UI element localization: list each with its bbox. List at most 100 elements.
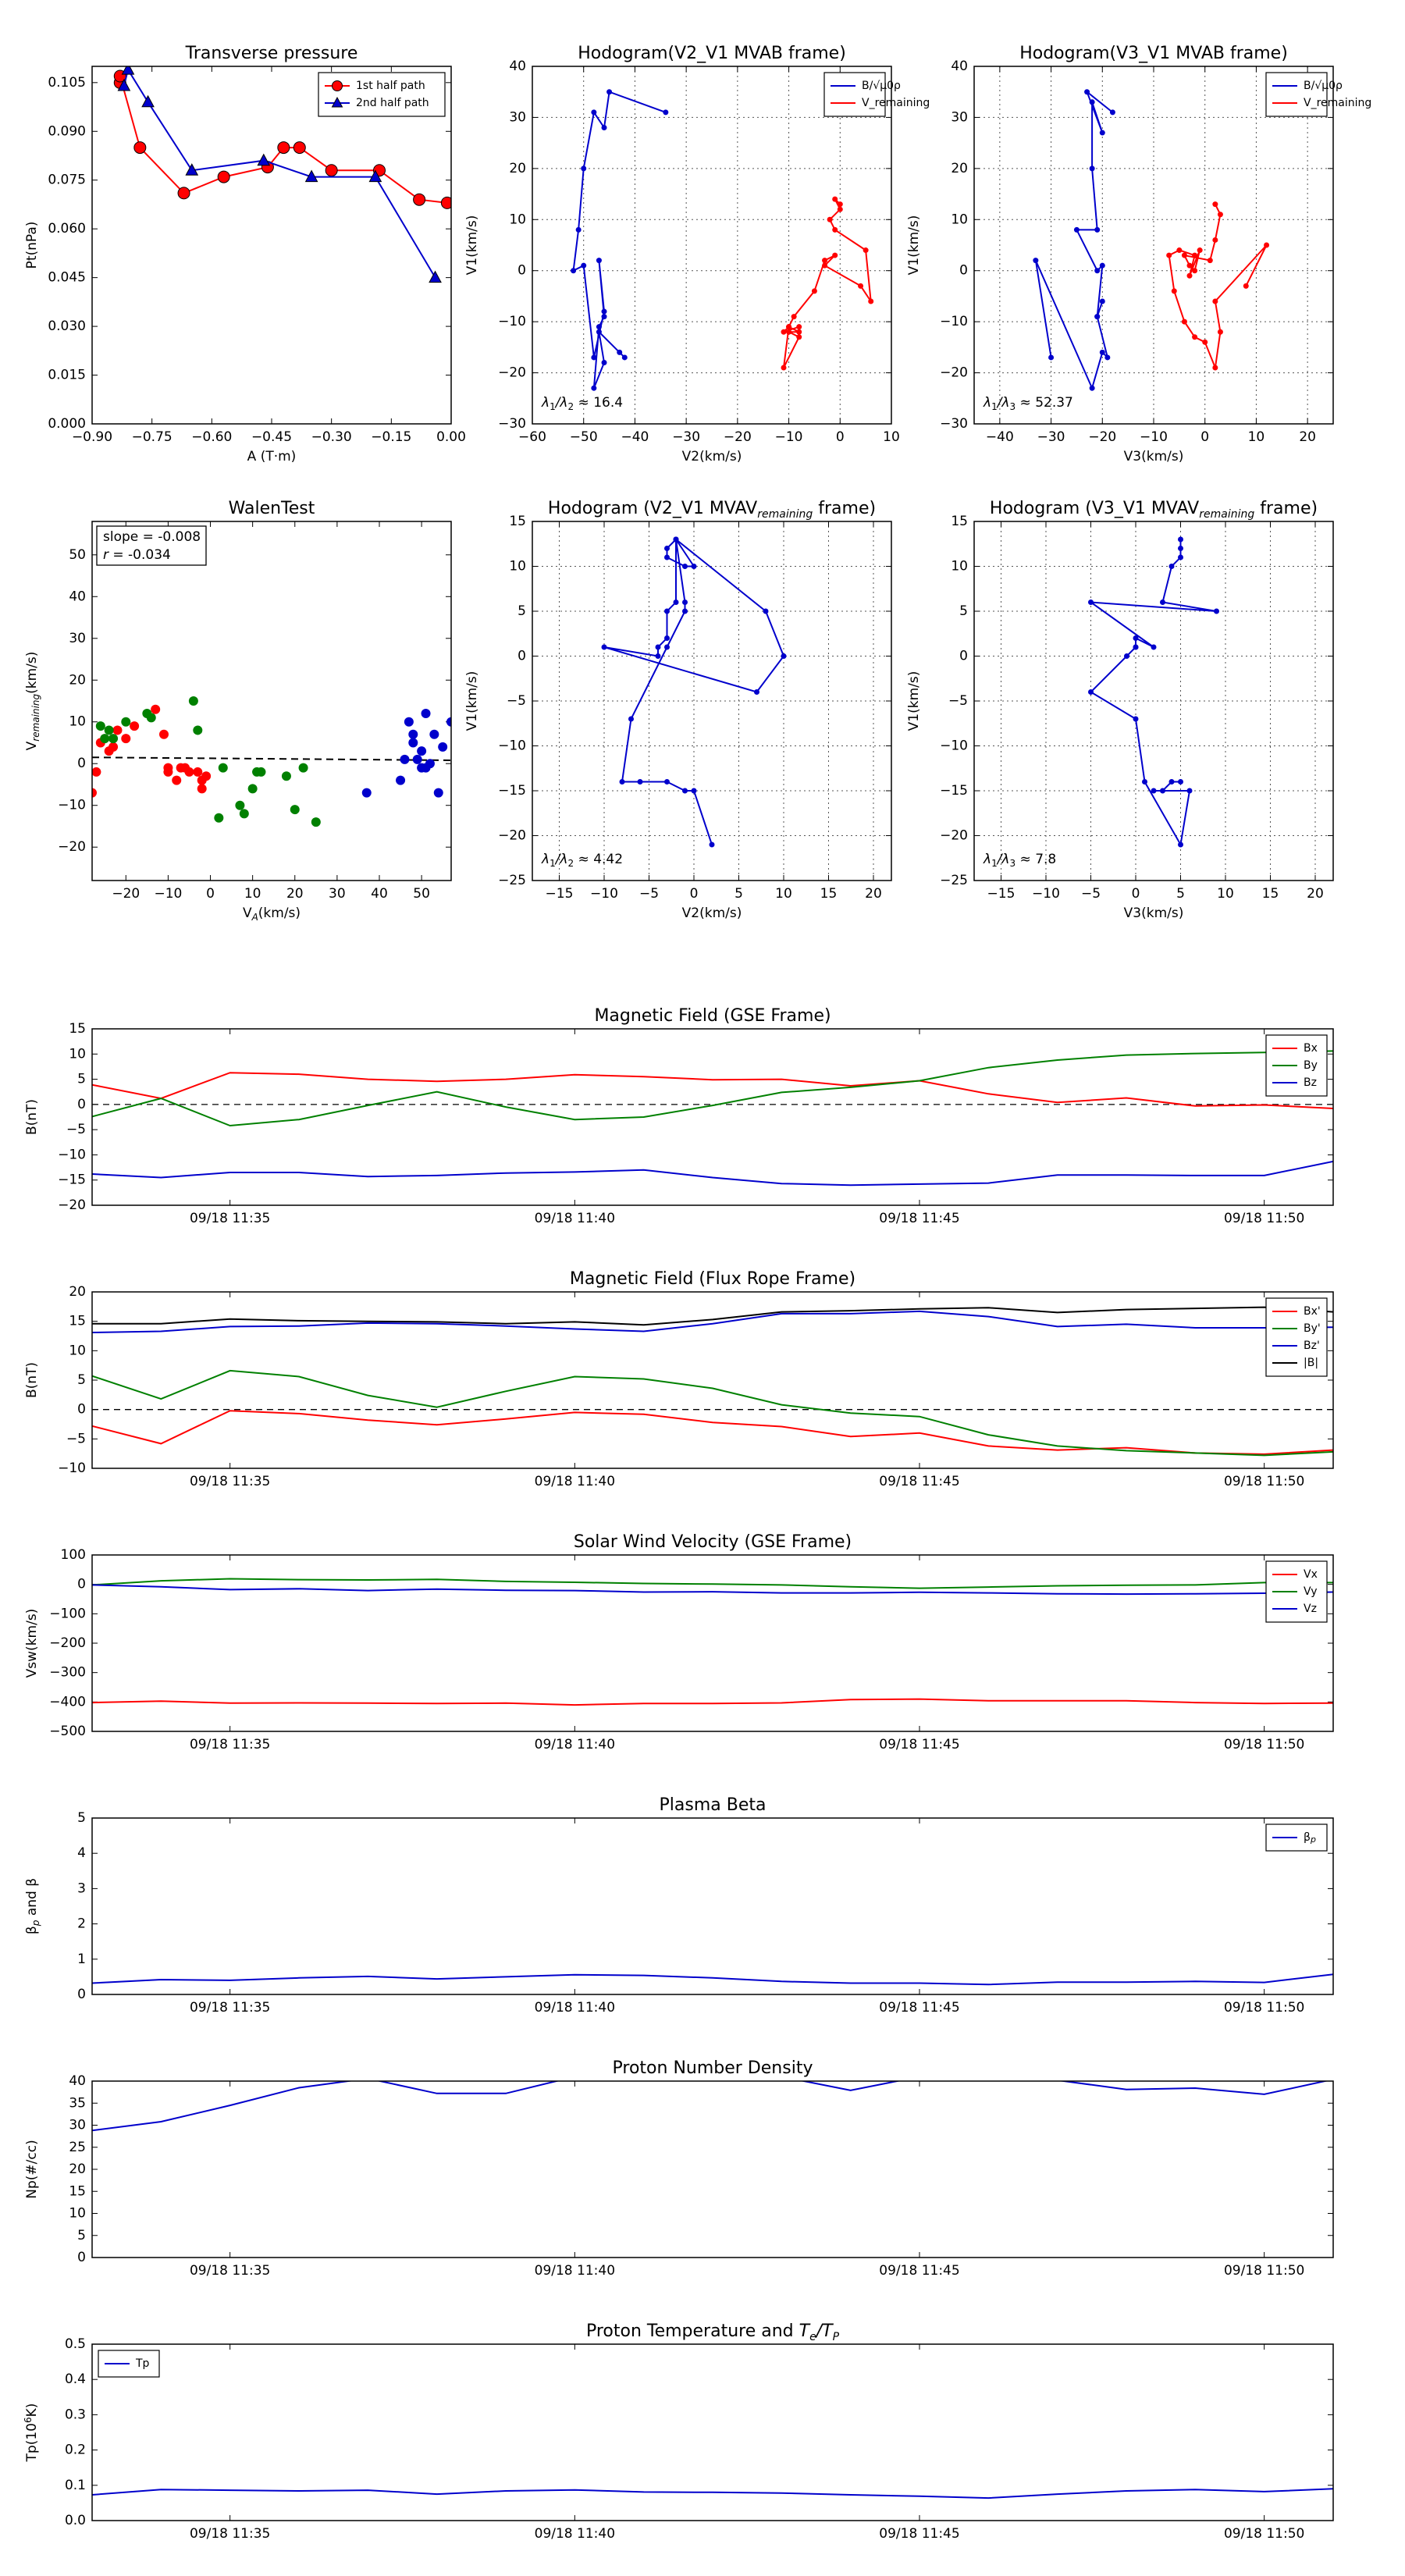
scatter-point (417, 763, 427, 773)
scatter-point (193, 725, 203, 735)
data-point (601, 308, 607, 315)
y-tick-label: 30 (951, 109, 968, 125)
legend-label: βp (1304, 1831, 1316, 1845)
x-tick-label: −0.60 (191, 429, 232, 445)
x-tick-label: 20 (1299, 429, 1316, 445)
y-tick-label: 20 (69, 2161, 86, 2177)
data-point (1186, 788, 1193, 794)
y-axis-label: Np(#/cc) (24, 2140, 40, 2198)
y-tick-label: 0 (77, 1987, 86, 2002)
text-part: λ (541, 852, 550, 867)
x-axis-label: V2(km/s) (682, 449, 742, 464)
scatter-point (396, 775, 406, 785)
y-tick-label: −10 (940, 738, 968, 754)
legend-marker (331, 96, 343, 108)
text-part: By (1304, 1059, 1318, 1072)
grid (532, 521, 891, 881)
scatter-point (290, 805, 300, 815)
y-tick-label: 0.090 (48, 123, 86, 139)
data-point (1178, 546, 1183, 551)
data-point (1151, 644, 1157, 650)
data-point (1094, 268, 1101, 274)
data-point (868, 298, 874, 304)
x-tick-label: 09/18 11:40 (535, 1211, 615, 1226)
data-point (1192, 334, 1198, 340)
x-tick-label: −0.15 (371, 429, 411, 445)
scatter-point (172, 775, 182, 785)
series-line-2ndhalfpath (123, 67, 436, 279)
data-point (1104, 354, 1111, 361)
y-tick-label: 10 (509, 212, 526, 227)
data-point (1089, 165, 1095, 172)
data-point (1073, 226, 1080, 233)
plot-area (601, 536, 787, 848)
series-line-B0 (1034, 89, 1114, 391)
data-point (591, 385, 597, 391)
chart-title: Magnetic Field (GSE Frame) (594, 1006, 831, 1026)
x-tick-label: 10 (1217, 886, 1234, 902)
scatter-point (438, 742, 448, 752)
chart-title: Proton Number Density (613, 2058, 813, 2078)
text-part: 1 (550, 858, 556, 869)
y-tick-label: −400 (49, 1694, 86, 1710)
y-tick-label: 30 (69, 2118, 86, 2133)
text-part: Hodogram (V2_V1 MVAV (548, 499, 757, 518)
legend-label: Tp (135, 2357, 150, 2370)
data-point (664, 635, 670, 641)
text-part: 1 (991, 401, 998, 412)
text-part: = -0.034 (108, 547, 171, 563)
axes-frame (532, 66, 892, 425)
x-tick-label: 0 (1200, 429, 1209, 445)
y-tick-label: −5 (507, 693, 526, 709)
data-point (117, 78, 131, 91)
x-tick-label: 20 (1307, 886, 1324, 902)
data-point (1192, 268, 1198, 274)
data-point (1099, 130, 1105, 136)
y-tick-label: −25 (940, 873, 968, 888)
data-point (655, 653, 661, 659)
scatter-point (201, 771, 212, 781)
text-part: |B| (1304, 1357, 1318, 1369)
y-tick-label: 1 (77, 1952, 86, 1967)
legend-label: Vz (1304, 1603, 1317, 1615)
y-axis-label: V1(km/s) (464, 671, 480, 731)
data-point (781, 365, 787, 371)
chart-hodo4: −15 −10 −5 0 5 10 15 20 −25 −20 −15 −10 −5 0 5 10 15 Hodo… (906, 499, 1334, 921)
text-part: remaining (757, 508, 813, 521)
legend-label: |B| (1304, 1357, 1318, 1369)
text-part: frame) (813, 499, 876, 518)
y-tick-label: 4 (77, 1845, 86, 1861)
y-tick-label: 3 (77, 1880, 86, 1896)
data-point (1124, 653, 1129, 659)
y-tick-label: 0.1 (65, 2478, 86, 2493)
scatter-point (214, 813, 224, 823)
text-part: /λ (554, 395, 568, 411)
x-tick-label: 09/18 11:35 (190, 2263, 270, 2279)
data-point (791, 314, 797, 320)
x-tick-label: 20 (286, 886, 304, 902)
y-axis-label: βp and β (24, 1878, 41, 1934)
legend-label: Bx (1304, 1042, 1318, 1055)
x-tick-label: −20 (112, 886, 140, 902)
chart-title: Magnetic Field (Flux Rope Frame) (570, 1269, 855, 1289)
text-part: remaining (30, 694, 41, 742)
text-part: P (833, 2331, 840, 2343)
data-point (754, 689, 759, 695)
y-axis-label: Vremaining(km/s) (24, 652, 41, 751)
ticks: 09/18 11:35 09/18 11:40 09/18 11:45 09/18 1… (69, 2073, 1333, 2279)
data-point (663, 109, 669, 116)
legend-label: V_remaining (1304, 97, 1371, 109)
scatter-point (92, 788, 97, 798)
axes-frame (532, 521, 892, 881)
x-tick-label: −0.75 (132, 429, 173, 445)
scatter-point (193, 767, 203, 777)
axes-frame (91, 66, 452, 425)
chart-hodo1: −60 −50 −40 −30 −20 −10 0 10 −30 −20 −10 0 10 20 30 40 H… (464, 44, 930, 464)
chart-title: Hodogram (V2_V1 MVAVremaining frame) (548, 499, 876, 521)
axes-frame (91, 2080, 1334, 2258)
y-tick-label: 15 (69, 2183, 86, 2199)
data-point (440, 196, 451, 209)
text-part: A (251, 912, 258, 923)
y-tick-label: 5 (518, 603, 526, 619)
y-tick-label: −10 (58, 1461, 86, 1476)
